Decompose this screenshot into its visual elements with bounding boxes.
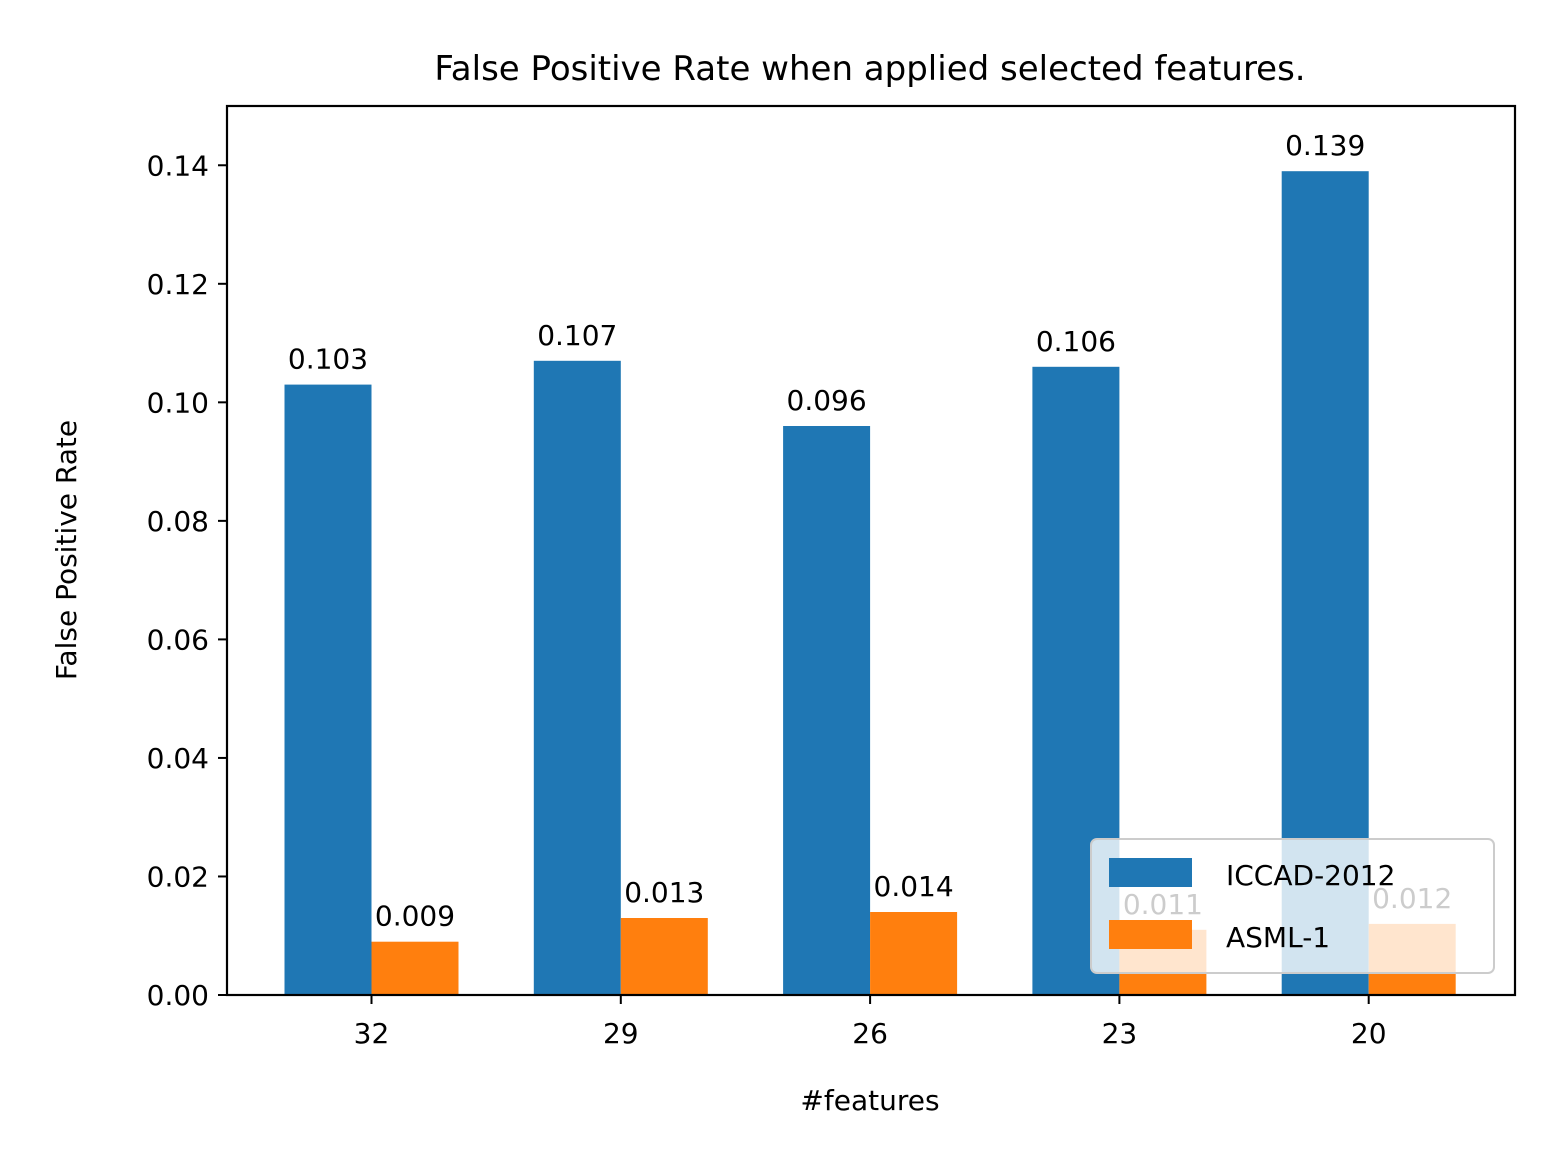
x-tick-label: 29: [603, 1017, 639, 1050]
data-label-asml-1-29: 0.013: [624, 876, 704, 909]
y-tick-label: 0.06: [147, 623, 209, 656]
y-tick-label: 0.00: [147, 979, 209, 1012]
bar-iccad-2012-32: [284, 384, 372, 996]
bar-iccad-2012-29: [533, 360, 621, 995]
bars-layer: [284, 171, 1456, 996]
y-tick-label: 0.04: [147, 742, 209, 775]
x-tick-label: 20: [1351, 1017, 1387, 1050]
legend-label-iccad-2012: ICCAD-2012: [1226, 859, 1395, 892]
axes-layer: 0.00 0.02 0.04 0.06 0.08 0.10 0.12 0.14 32 29 26 23…: [147, 104, 1517, 1050]
data-label-iccad-2012-26: 0.096: [787, 384, 867, 417]
legend-label-asml-1: ASML-1: [1226, 921, 1330, 954]
bar-asml-1-29: [620, 918, 708, 995]
x-tick-label: 32: [354, 1017, 390, 1050]
y-axis-label: False Positive Rate: [50, 420, 83, 680]
bar-asml-1-26: [870, 912, 958, 995]
x-tick-label: 26: [852, 1017, 888, 1050]
legend-swatch-asml-1: [1109, 920, 1192, 949]
chart-title: False Positive Rate when applied selecte…: [434, 49, 1305, 89]
legend: ICCAD-2012 ASML-1: [1090, 838, 1495, 974]
data-label-iccad-2012-32: 0.103: [288, 343, 368, 376]
y-tick-label: 0.14: [147, 149, 209, 182]
y-tick-label: 0.10: [147, 386, 209, 419]
y-tick-label: 0.02: [147, 860, 209, 893]
y-tick-label: 0.12: [147, 268, 209, 301]
bar-asml-1-32: [371, 941, 459, 995]
bar-iccad-2012-26: [783, 426, 871, 995]
y-tick-label: 0.08: [147, 505, 209, 538]
data-label-asml-1-26: 0.014: [874, 870, 954, 903]
data-label-asml-1-32: 0.009: [375, 900, 455, 933]
data-label-iccad-2012-29: 0.107: [537, 319, 617, 352]
legend-swatch-iccad-2012: [1109, 858, 1192, 887]
x-tick-label: 23: [1102, 1017, 1138, 1050]
data-label-iccad-2012-23: 0.106: [1036, 325, 1116, 358]
x-axis-label: #features: [800, 1084, 939, 1117]
data-label-iccad-2012-20: 0.139: [1285, 129, 1365, 162]
